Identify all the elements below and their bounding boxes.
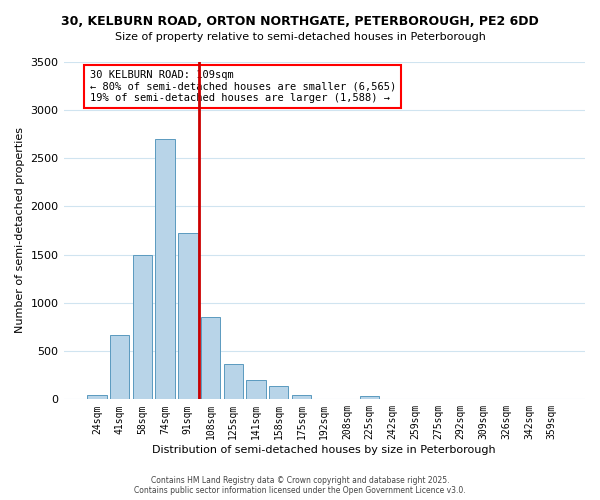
Bar	[360, 396, 379, 400]
Bar	[269, 386, 289, 400]
Bar	[178, 234, 197, 400]
Bar	[224, 364, 243, 400]
Bar	[87, 394, 107, 400]
Y-axis label: Number of semi-detached properties: Number of semi-detached properties	[15, 128, 25, 334]
Bar	[155, 138, 175, 400]
Bar	[133, 254, 152, 400]
Text: Size of property relative to semi-detached houses in Peterborough: Size of property relative to semi-detach…	[115, 32, 485, 42]
X-axis label: Distribution of semi-detached houses by size in Peterborough: Distribution of semi-detached houses by …	[152, 445, 496, 455]
Bar	[110, 334, 130, 400]
Text: 30, KELBURN ROAD, ORTON NORTHGATE, PETERBOROUGH, PE2 6DD: 30, KELBURN ROAD, ORTON NORTHGATE, PETER…	[61, 15, 539, 28]
Bar	[247, 380, 266, 400]
Bar	[292, 394, 311, 400]
Text: Contains HM Land Registry data © Crown copyright and database right 2025.
Contai: Contains HM Land Registry data © Crown c…	[134, 476, 466, 495]
Bar	[201, 318, 220, 400]
Text: 30 KELBURN ROAD: 109sqm
← 80% of semi-detached houses are smaller (6,565)
19% of: 30 KELBURN ROAD: 109sqm ← 80% of semi-de…	[89, 70, 396, 103]
